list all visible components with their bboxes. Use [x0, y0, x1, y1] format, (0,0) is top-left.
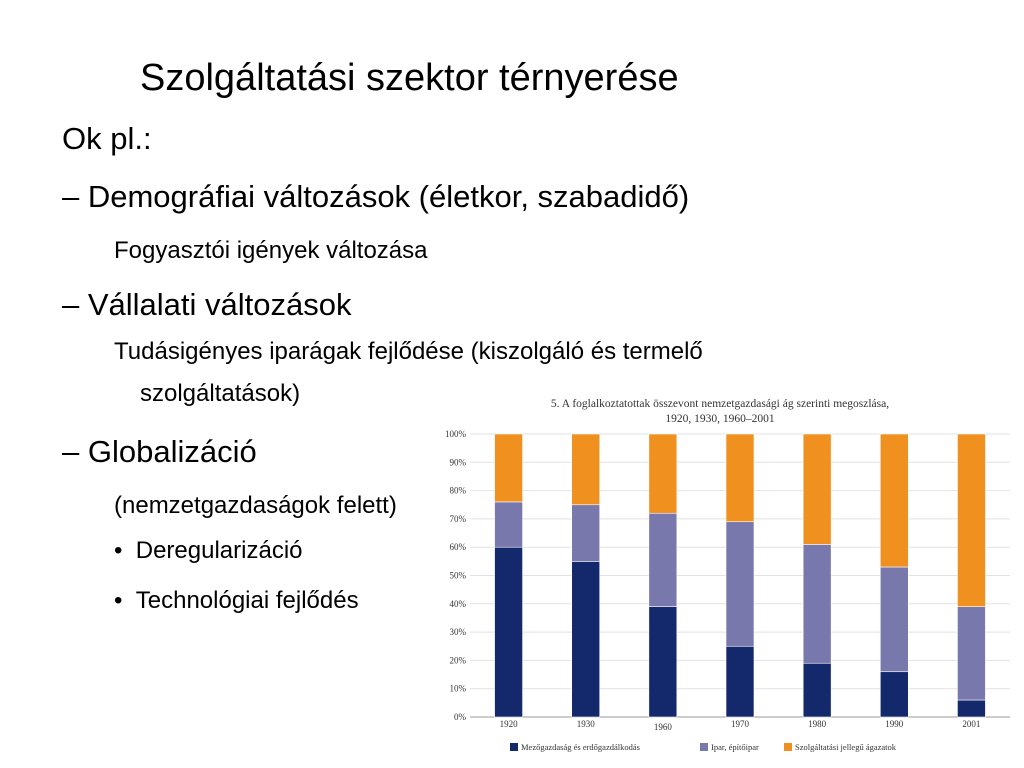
slide-title: Szolgáltatási szektor térnyerése	[140, 57, 679, 99]
y-tick-label: 80%	[450, 486, 467, 496]
bar-segment	[494, 433, 523, 503]
point-text: Demográfiai változások (életkor, szabadi…	[87, 179, 690, 214]
bar-segment	[648, 606, 678, 718]
legend-label: Szolgáltatási jellegű ágazatok	[795, 742, 897, 752]
chart-title: 5. A foglalkoztatottak összevont nemzetg…	[551, 398, 889, 410]
bar-segment	[879, 671, 909, 718]
bar-segment	[802, 433, 832, 545]
x-tick-label: 1960	[654, 722, 673, 732]
bar-segment	[494, 501, 523, 548]
y-tick-label: 0%	[454, 712, 467, 722]
bar-segment	[957, 606, 986, 701]
y-tick-label: 100%	[445, 429, 467, 439]
bar-segment	[957, 699, 986, 718]
bar-segment	[879, 566, 909, 673]
bar-segment	[648, 433, 678, 514]
bar-segment	[648, 512, 678, 607]
sub-point: Fogyasztói igények változása	[114, 237, 428, 264]
point: – Globalizáció	[62, 434, 257, 469]
y-tick-label: 90%	[450, 457, 467, 467]
legend-swatch	[784, 743, 792, 751]
bullet: • Technológiai fejlődés	[114, 587, 359, 614]
x-tick-label: 1930	[577, 719, 596, 729]
bar-segment	[725, 521, 755, 647]
y-tick-label: 50%	[450, 571, 467, 581]
legend-label: Ipar, építőipar	[711, 742, 759, 752]
x-tick-label: 1970	[731, 719, 750, 729]
bullet: • Deregularizáció	[114, 537, 303, 564]
y-tick-label: 40%	[450, 599, 467, 609]
sub-point: Tudásigényes iparágak fejlődése (kiszolg…	[114, 338, 703, 407]
legend-swatch	[510, 743, 518, 751]
bar-segment	[571, 433, 601, 506]
y-tick-label: 20%	[450, 655, 467, 665]
bar-segment	[494, 546, 523, 718]
bar-segment	[802, 662, 832, 718]
sub-point: (nemzetgazdaságok felett)	[114, 492, 397, 519]
y-tick-label: 60%	[450, 542, 467, 552]
bar-segment	[571, 504, 601, 562]
x-tick-label: 1980	[808, 719, 827, 729]
bullet-text: Deregularizáció	[135, 537, 303, 564]
legend-swatch	[700, 743, 708, 751]
point-text: Globalizáció	[87, 434, 257, 469]
bar-segment	[725, 433, 755, 523]
bar-segment	[571, 561, 601, 718]
bar-segment	[957, 433, 986, 607]
bullet-text: Technológiai fejlődés	[135, 587, 359, 614]
point: – Demográfiai változások (életkor, szaba…	[62, 179, 690, 214]
point-text: Vállalati változások	[87, 287, 352, 322]
intro: Ok pl.:	[62, 121, 152, 156]
chart-title: 1920, 1930, 1960–2001	[665, 413, 775, 425]
x-tick-label: 1920	[500, 719, 519, 729]
y-tick-label: 10%	[450, 684, 467, 694]
legend-label: Mezőgazdaság és erdőgazdálkodás	[521, 742, 640, 752]
bar-segment	[802, 544, 832, 664]
x-tick-label: 2001	[962, 719, 980, 729]
point: – Vállalati változások	[62, 287, 352, 322]
bar-segment	[725, 645, 755, 718]
x-tick-label: 1990	[885, 719, 904, 729]
bar-segment	[879, 433, 909, 568]
chart: 5. A foglalkoztatottak összevont nemzetg…	[445, 398, 1010, 752]
y-tick-label: 30%	[450, 627, 467, 637]
y-tick-label: 70%	[450, 514, 467, 524]
